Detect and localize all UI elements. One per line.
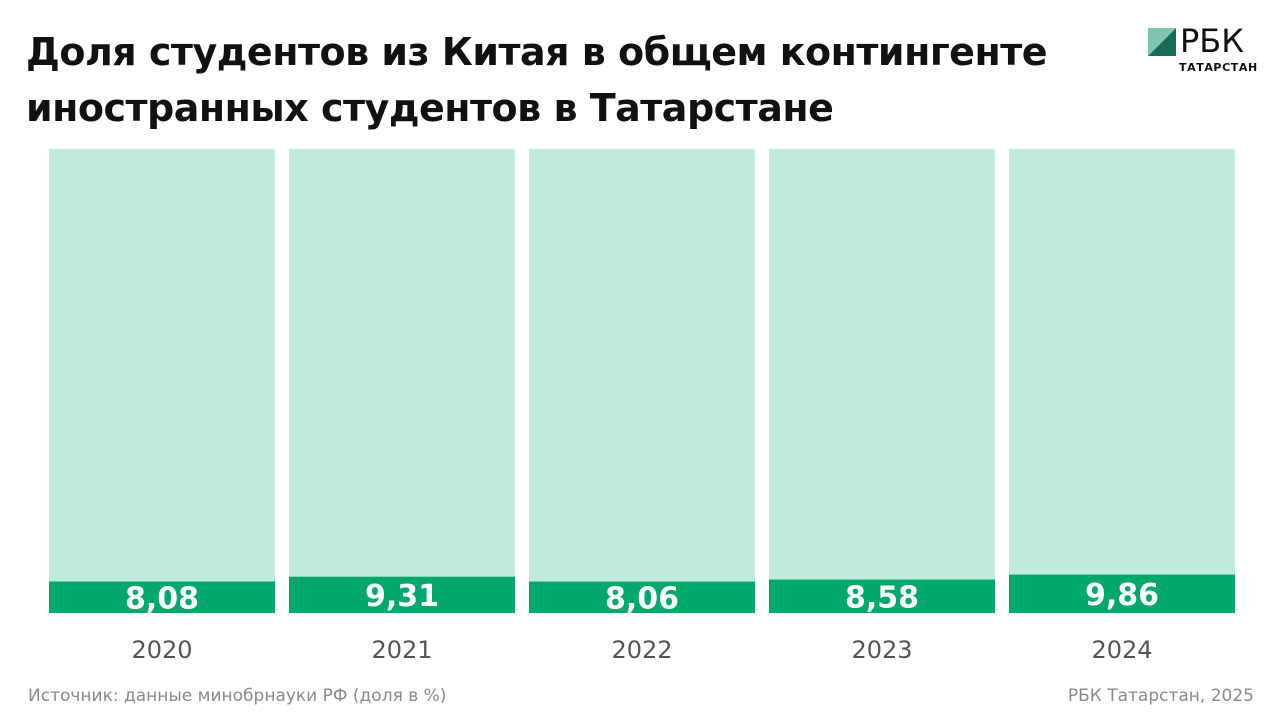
bar-china-share-2023 [769,579,995,613]
data-label-2022: 8,06 [605,581,679,616]
bar-total-2024 [1009,149,1235,613]
rbc-tatarstan-logo: РБК ТАТАРСТАН [1148,22,1258,78]
bar-total-2021 [289,149,515,613]
bar-china-share-2024 [1009,574,1235,613]
title-line-1: Доля студентов из Китая в общем континге… [26,30,1048,74]
bar-total-2023 [769,149,995,613]
rbc-logo-icon [1148,28,1176,56]
x-tick-label-2024: 2024 [1091,636,1152,664]
data-label-2024: 9,86 [1085,578,1159,613]
bar-china-share-2021 [289,576,515,613]
data-label-2021: 9,31 [365,579,439,614]
bar-china-share-2022 [529,581,755,613]
bar-total-2022 [529,149,755,613]
logo-subtitle: ТАТАРСТАН [1179,61,1258,74]
bar-total-2020 [49,149,275,613]
x-tick-label-2023: 2023 [851,636,912,664]
credit-note: РБК Татарстан, 2025 [1067,686,1254,706]
logo-wordmark: РБК [1180,22,1244,60]
source-note: Источник: данные минобрнауки РФ (доля в … [28,686,447,706]
title-line-2: иностранных студентов в Татарстане [26,86,834,130]
x-tick-label-2021: 2021 [371,636,432,664]
chart-title: Доля студентов из Китая в общем континге… [26,24,1086,136]
bar-china-share-2020 [49,581,275,613]
data-label-2020: 8,08 [125,581,199,616]
x-tick-label-2022: 2022 [611,636,672,664]
data-label-2023: 8,58 [845,580,919,615]
x-tick-label-2020: 2020 [131,636,192,664]
